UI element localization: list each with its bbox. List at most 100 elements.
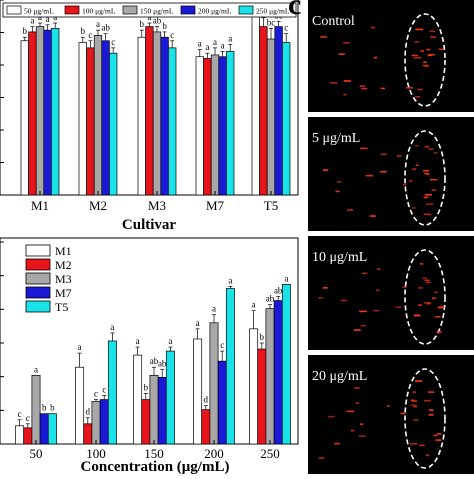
panel-c: c Control 5 μg/mL 10 μg/mL 20 μg/mL [288, 0, 474, 474]
chart-2-x-tick-label: 200 [204, 446, 224, 461]
cell-streak [343, 93, 347, 96]
cell-streak [425, 454, 430, 457]
microscopy-image [308, 0, 474, 112]
chart-1-bar-50gml-t5 [251, 13, 260, 196]
chart-2-bar-m2-200 [201, 409, 211, 445]
chart-1-bar-250gml-m2 [109, 52, 118, 196]
microscopy-panels: Control 5 μg/mL 10 μg/mL 20 μg/mL [308, 0, 474, 474]
chart-2-significance-letter: ab [158, 358, 167, 368]
microscopy-image-label: 10 μg/mL [312, 250, 367, 265]
cell-streak [412, 207, 416, 209]
chart-2-bar-m1-150 [133, 354, 143, 445]
chart-1-significance-letter: a [228, 33, 232, 43]
chart-1-bar-200gml-m2 [101, 40, 110, 196]
chart-2-x-axis-label: Concentration (μg/mL) [81, 459, 230, 474]
microscopy-image-label: 5 μg/mL [312, 131, 360, 146]
cell-streak [322, 169, 329, 171]
cell-streak [373, 309, 380, 312]
chart-2-bar-m3-250 [265, 308, 275, 445]
chart-2-significance-letter: b [42, 403, 47, 413]
chart-2-significance-letter: a [34, 364, 38, 374]
microscopy-image-label: 20 μg/mL [312, 369, 367, 384]
chart-2-bar-m2-50 [23, 427, 33, 445]
chart-1-significance-letter: ab [153, 16, 162, 26]
cell-streak [395, 306, 402, 309]
chart-2-significance-letter: b [50, 403, 55, 413]
cell-streak [438, 48, 444, 50]
chart-1-bar-150gml-m3 [152, 31, 162, 196]
chart-2-significance-letter: c [220, 340, 224, 350]
cell-streak [428, 148, 434, 150]
focus-ellipse [404, 249, 446, 345]
chart-2-bar-t5-50 [47, 413, 57, 445]
cell-streak [423, 169, 429, 172]
chart-2-bar-m3-150 [149, 374, 159, 445]
chart-1-ticks: M1 M2 M3 M7 T5 [0, 0, 278, 213]
chart-1-bar-250gml-m7 [226, 51, 235, 196]
cell-streak [426, 203, 434, 206]
cell-streak [329, 82, 338, 84]
chart-1-bar-200gml-m1 [43, 29, 52, 196]
cell-streak [327, 415, 335, 418]
cell-streak [406, 86, 413, 89]
chart-1-legend-label: 100 μg/mL [82, 7, 116, 16]
cell-streak [417, 88, 423, 91]
cell-streak [434, 291, 438, 294]
chart-2-significance-letter: ab [266, 294, 275, 304]
cell-streak [343, 80, 351, 82]
chart-1-bar-250gml-t5 [282, 42, 291, 196]
chart-2-bar-t5-200 [225, 288, 235, 445]
chart-2-significance-letter: d [86, 407, 91, 417]
cell-streak [359, 310, 367, 313]
chart-2-bar-m1-100 [75, 366, 85, 445]
cell-streak [424, 279, 430, 282]
chart-2-legend-label: T5 [55, 300, 68, 314]
cell-streak [427, 391, 435, 393]
cell-streak [360, 324, 366, 327]
chart-2-bar-m3-50 [31, 374, 41, 445]
cell-streak [426, 48, 431, 51]
chart-2-significance-letter: a [252, 300, 256, 310]
cell-streak [337, 181, 342, 183]
chart-1-bar-50gml-m7 [195, 56, 204, 196]
chart-2-legend-label: M1 [55, 244, 72, 258]
cell-streak [359, 147, 368, 150]
chart-1-significance-letter: c [111, 37, 115, 47]
cell-streak [354, 387, 360, 389]
cell-streak [341, 299, 347, 302]
microscopy-image [308, 355, 474, 474]
cell-streak [428, 53, 435, 56]
chart-1-bar-100gml-t5 [259, 26, 268, 196]
chart-1-significance-letter: a [46, 14, 50, 24]
chart-1-bar-150gml-m1 [35, 26, 45, 196]
chart-2-x-tick-label: 150 [144, 446, 164, 461]
cell-streak [414, 314, 420, 317]
cell-streak [334, 442, 341, 445]
chart-1-significance-letter: b [23, 26, 28, 36]
cell-streak [430, 36, 436, 38]
chart-2-significance-letter: a [284, 273, 288, 283]
cell-streak [361, 87, 368, 90]
focus-ellipse [404, 130, 446, 226]
chart-2-significance-letter: a [196, 318, 200, 328]
chart-1-legend-swatch [122, 5, 138, 15]
chart-2-significance-letter: a [136, 336, 140, 346]
chart-2-significance-letter: a [212, 304, 216, 314]
cell-streak [411, 168, 417, 170]
chart-2-x-tick-label: 100 [86, 446, 106, 461]
cell-streak [435, 439, 442, 441]
chart-2-bar-m3-200 [209, 322, 219, 445]
microscopy-image-label: Control [312, 14, 355, 29]
chart-2-bar-t5-100 [107, 340, 117, 445]
cell-streak [429, 30, 436, 33]
chart-1-significance-letter: b [140, 19, 145, 29]
cell-streak [413, 419, 419, 421]
chart-1-significance-letter: a [213, 37, 217, 47]
cell-streak [413, 405, 417, 408]
cell-streak [411, 400, 418, 402]
chart-2-significance-letter: ab [150, 356, 159, 366]
microscopy-image [308, 236, 474, 350]
cell-streak [347, 209, 354, 211]
